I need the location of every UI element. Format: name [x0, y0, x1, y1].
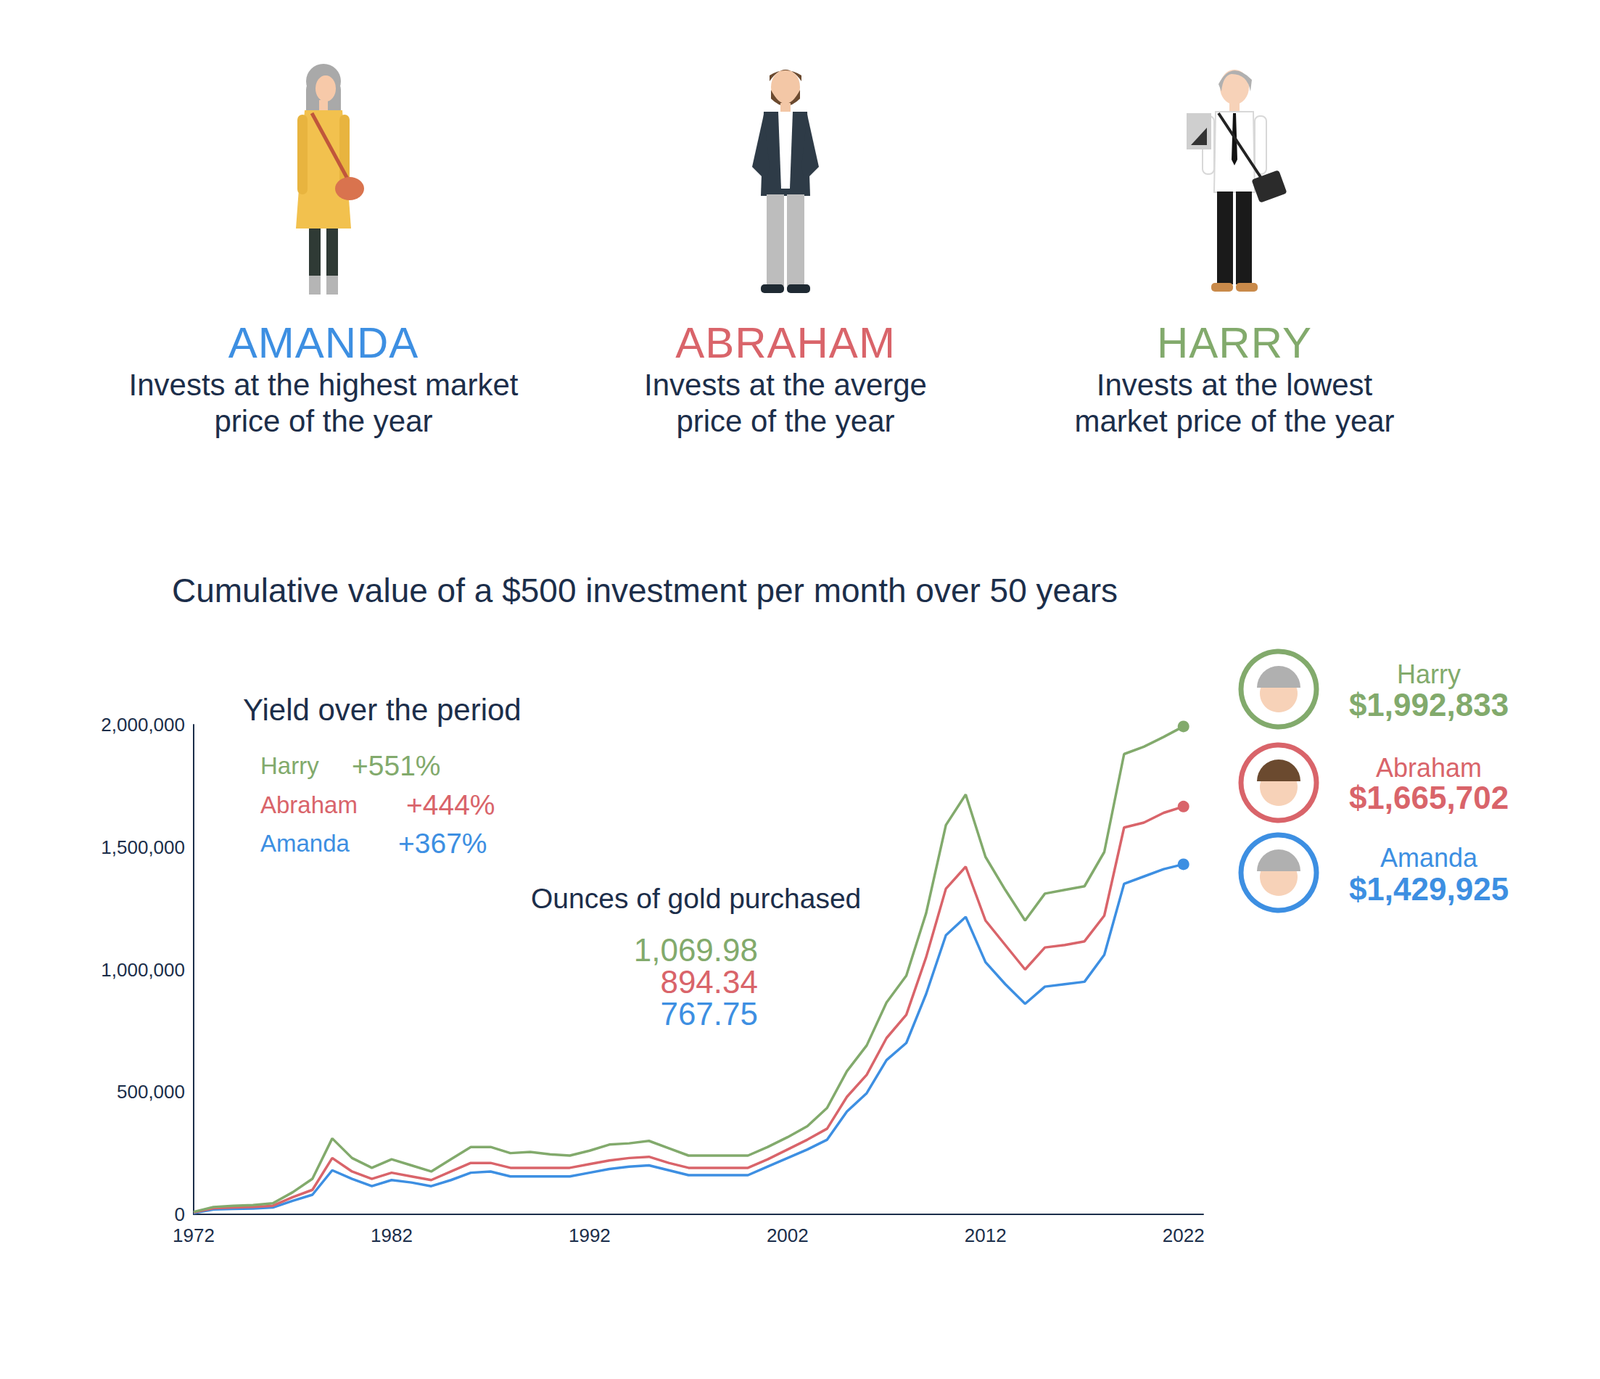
svg-text:1,000,000: 1,000,000 [100, 958, 185, 981]
html-text:AMANDA: AMANDA [228, 318, 419, 367]
html-text:price of the year: price of the year [214, 403, 433, 439]
svg-text:Yield over the period: Yield over the period [242, 692, 522, 727]
svg-text:894.34: 894.34 [660, 963, 758, 1000]
html-text:price of the year: price of the year [676, 403, 895, 439]
html-text:Invests at the lowest: Invests at the lowest [1096, 367, 1373, 402]
svg-text:+551%: +551% [351, 749, 441, 782]
svg-text:Amanda: Amanda [260, 829, 351, 857]
html-text:market price of the year: market price of the year [1074, 403, 1395, 439]
svg-text:$1,665,702: $1,665,702 [1349, 779, 1509, 816]
svg-text:2022: 2022 [1162, 1224, 1205, 1247]
svg-text:1,069.98: 1,069.98 [633, 932, 758, 968]
svg-text:Abraham: Abraham [1375, 752, 1482, 783]
svg-text:Harry: Harry [1396, 659, 1461, 690]
html-text:HARRY: HARRY [1156, 318, 1313, 367]
svg-text:500,000: 500,000 [116, 1080, 185, 1103]
html-text:Invests at the highest market: Invests at the highest market [128, 367, 519, 402]
svg-text:0: 0 [174, 1203, 185, 1226]
html-text:ABRAHAM: ABRAHAM [675, 318, 896, 367]
svg-text:Amanda: Amanda [1380, 842, 1479, 873]
svg-text:$1,992,833: $1,992,833 [1349, 686, 1509, 723]
svg-text:Abraham: Abraham [260, 791, 358, 819]
svg-text:+367%: +367% [398, 827, 488, 859]
svg-text:1,500,000: 1,500,000 [100, 836, 185, 859]
svg-text:Ounces of gold purchased: Ounces of gold purchased [530, 882, 861, 914]
svg-text:+444%: +444% [406, 789, 496, 821]
svg-text:1992: 1992 [568, 1224, 611, 1247]
svg-text:1972: 1972 [172, 1224, 215, 1247]
svg-text:1982: 1982 [370, 1224, 413, 1247]
svg-text:2002: 2002 [766, 1224, 809, 1247]
svg-text:Harry: Harry [260, 752, 320, 779]
svg-text:2012: 2012 [964, 1224, 1007, 1247]
html-text:Invests at the averge: Invests at the averge [644, 367, 927, 402]
svg-text:767.75: 767.75 [660, 995, 758, 1032]
svg-text:2,000,000: 2,000,000 [100, 713, 185, 736]
svg-text:$1,429,925: $1,429,925 [1349, 871, 1509, 907]
svg-text:Cumulative value of a $500 inv: Cumulative value of a $500 investment pe… [171, 571, 1118, 610]
